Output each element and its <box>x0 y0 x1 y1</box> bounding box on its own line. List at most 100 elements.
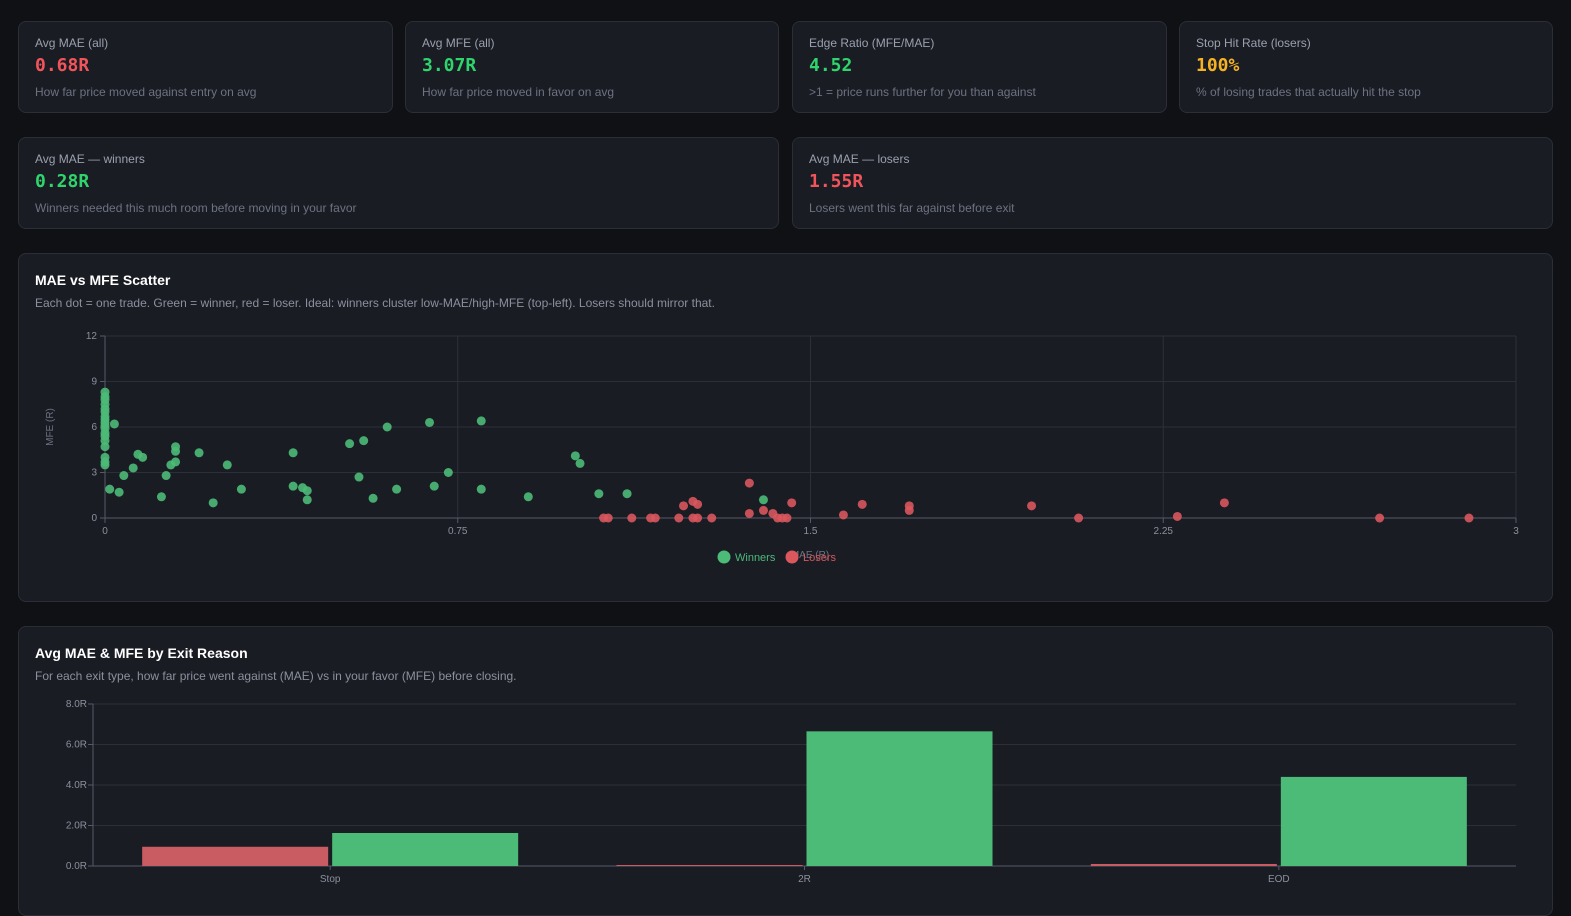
loser-point <box>1464 513 1474 523</box>
loser-point <box>758 505 768 515</box>
winner-point <box>288 448 298 458</box>
stat-label: Avg MAE — losers <box>809 152 910 166</box>
winner-point <box>171 442 181 452</box>
stat-card-avg-mfe: Avg MFE (all) 3.07R How far price moved … <box>405 21 779 113</box>
winner-point <box>594 489 604 499</box>
loser-point <box>1219 498 1229 508</box>
winner-point <box>523 492 533 502</box>
winner-point <box>575 458 585 468</box>
stat-value: 0.28R <box>35 171 90 192</box>
stat-label: Avg MAE (all) <box>35 36 109 50</box>
x-axis-title: MAE (R) <box>791 550 829 561</box>
y-tick-label: 4.0R <box>66 780 87 791</box>
winner-point <box>114 487 124 497</box>
loser-point <box>787 498 797 508</box>
stat-label: Stop Hit Rate (losers) <box>1196 36 1311 50</box>
x-tick-label: 0.75 <box>448 526 468 537</box>
loser-point <box>693 513 703 523</box>
x-tick-label: EOD <box>1268 874 1290 885</box>
bar-mae <box>142 846 329 866</box>
x-tick-label: 1.5 <box>804 526 818 537</box>
winner-point <box>476 484 486 494</box>
stat-description: How far price moved against entry on avg <box>35 85 257 99</box>
loser-point <box>1172 511 1182 521</box>
stat-label: Avg MAE — winners <box>35 152 145 166</box>
bar-title: Avg MAE & MFE by Exit Reason <box>35 645 248 661</box>
y-tick-label: 0.0R <box>66 861 87 872</box>
stat-description: Losers went this far against before exit <box>809 201 1015 215</box>
winner-point <box>302 486 312 496</box>
loser-point <box>1375 513 1385 523</box>
scatter-title: MAE vs MFE Scatter <box>35 272 171 288</box>
legend-marker-winners <box>717 550 731 564</box>
stat-description: % of losing trades that actually hit the… <box>1196 85 1421 99</box>
stat-description: Winners needed this much room before mov… <box>35 201 357 215</box>
winner-point <box>288 481 298 491</box>
winner-point <box>236 484 246 494</box>
x-tick-label: 2R <box>798 874 811 885</box>
winner-point <box>368 493 378 503</box>
winner-point <box>109 419 119 429</box>
y-tick-label: 12 <box>86 331 98 342</box>
loser-point <box>782 513 792 523</box>
loser-point <box>674 513 684 523</box>
x-tick-label: 0 <box>102 526 108 537</box>
legend-label-winners: Winners <box>735 552 776 564</box>
stat-value: 0.68R <box>35 55 90 76</box>
loser-point <box>707 513 717 523</box>
loser-point <box>744 478 754 488</box>
winner-point <box>156 492 166 502</box>
y-axis-title: MFE (R) <box>45 408 56 446</box>
bar-mae <box>1090 863 1277 866</box>
scatter-subtitle: Each dot = one trade. Green = winner, re… <box>35 296 715 310</box>
loser-point <box>904 505 914 515</box>
winner-point <box>171 457 181 467</box>
winner-point <box>382 422 392 432</box>
winner-point <box>429 481 439 491</box>
bar-mfe <box>806 731 993 866</box>
winner-point <box>476 416 486 426</box>
stat-card-mae-winners: Avg MAE — winners 0.28R Winners needed t… <box>18 137 779 229</box>
x-tick-label: 2.25 <box>1154 526 1174 537</box>
loser-point <box>1074 513 1084 523</box>
loser-point <box>838 510 848 520</box>
stat-label: Avg MFE (all) <box>422 36 495 50</box>
winner-point <box>222 460 232 470</box>
winner-point <box>302 495 312 505</box>
winner-point <box>758 495 768 505</box>
winner-point <box>354 472 364 482</box>
loser-point <box>693 499 703 509</box>
legend-marker-losers <box>785 550 799 564</box>
stat-value: 3.07R <box>422 55 477 76</box>
stat-description: >1 = price runs further for you than aga… <box>809 85 1036 99</box>
loser-point <box>857 499 867 509</box>
y-tick-label: 8.0R <box>66 699 87 710</box>
winner-point <box>359 436 369 446</box>
bar-chart: 0.0R 2.0R 4.0R 6.0R 8.0R Stop 2R EOD <box>66 699 1516 885</box>
winner-point <box>345 439 355 449</box>
scatter-chart: 0 3 6 9 12 0 0.75 1.5 2.25 3 MFE (R) MAE (R) Winners… <box>45 331 1519 564</box>
stat-value: 100% <box>1196 55 1240 76</box>
winner-point <box>443 468 453 477</box>
winner-point <box>570 451 580 461</box>
winner-point <box>194 448 204 458</box>
y-tick-label: 9 <box>91 377 97 388</box>
legend-label-losers: Losers <box>803 552 837 564</box>
x-tick-label: Stop <box>320 874 341 885</box>
bar-mfe <box>1280 776 1467 866</box>
loser-point <box>603 513 613 523</box>
stat-card-edge-ratio: Edge Ratio (MFE/MAE) 4.52 >1 = price run… <box>792 21 1167 113</box>
loser-point <box>1027 501 1037 511</box>
stat-card-stop-hit-rate: Stop Hit Rate (losers) 100% % of losing … <box>1179 21 1553 113</box>
winner-point <box>119 471 129 481</box>
stat-label: Edge Ratio (MFE/MAE) <box>809 36 935 50</box>
winner-point <box>105 484 115 494</box>
winner-point <box>100 460 110 470</box>
y-tick-label: 6.0R <box>66 740 87 751</box>
bar-subtitle: For each exit type, how far price went a… <box>35 669 517 683</box>
stat-value: 1.55R <box>809 171 864 192</box>
stat-value: 4.52 <box>809 55 853 76</box>
winner-point <box>100 442 110 452</box>
stat-card-mae-losers: Avg MAE — losers 1.55R Losers went this … <box>792 137 1553 229</box>
y-tick-label: 6 <box>91 422 97 433</box>
